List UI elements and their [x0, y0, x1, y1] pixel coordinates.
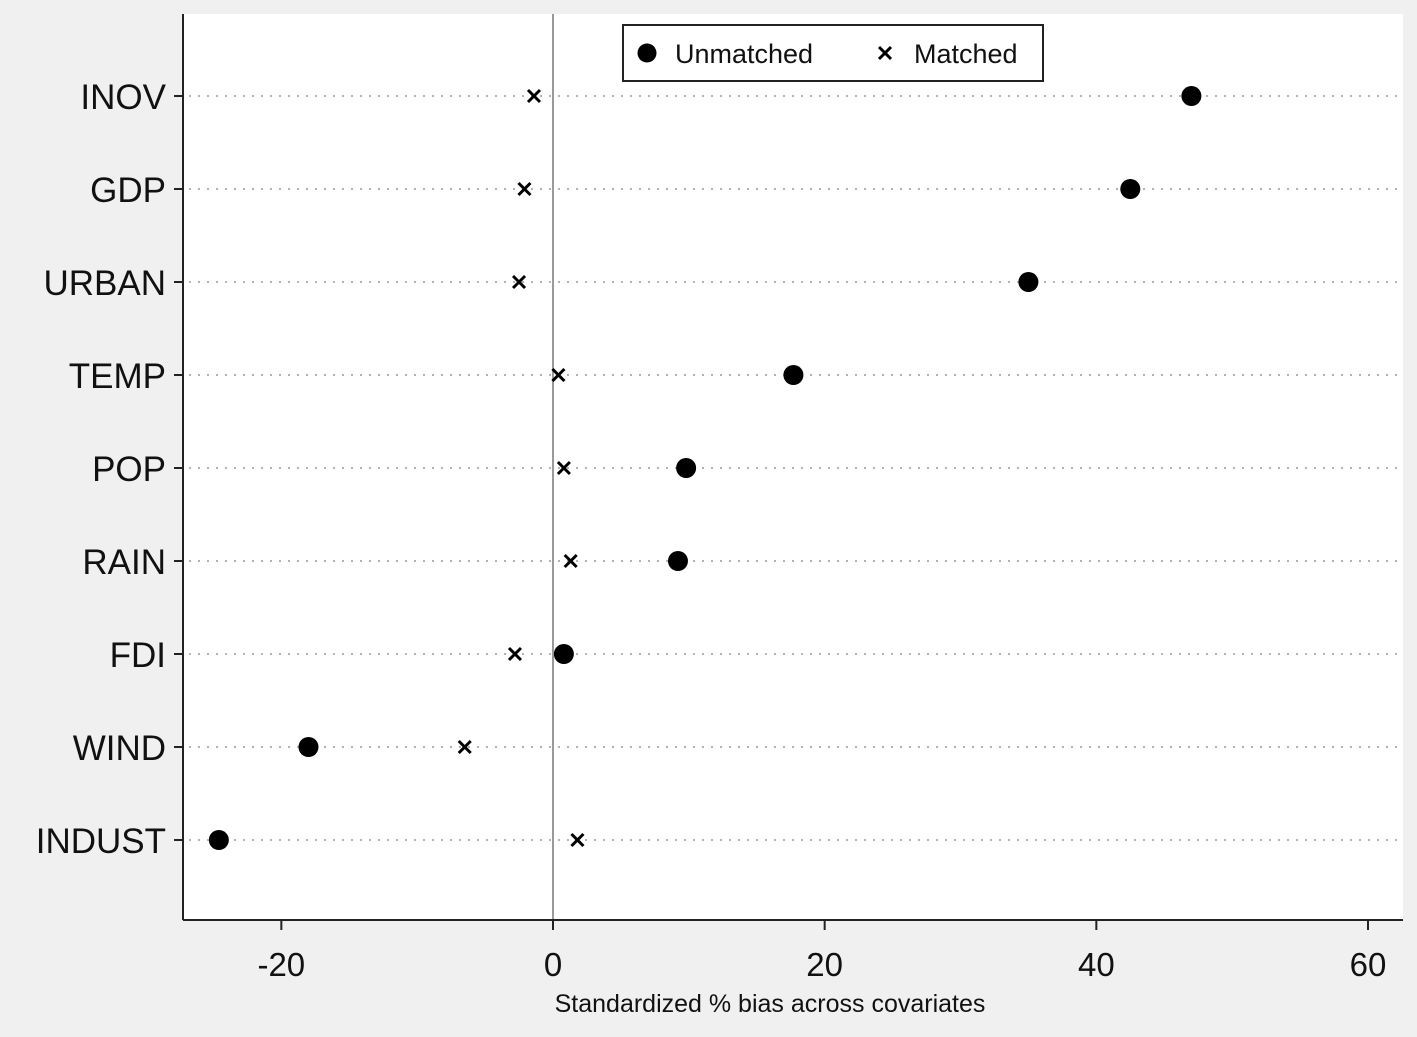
- matched-point-urban: [511, 274, 527, 290]
- unmatched-point-indust: [208, 830, 229, 850]
- y-label-fdi: FDI: [110, 636, 166, 675]
- y-label-indust: INDUST: [36, 822, 166, 861]
- legend: Unmatched Matched: [622, 24, 1044, 82]
- matched-point-fdi: [507, 646, 523, 662]
- x-tick-label: 0: [544, 946, 562, 983]
- unmatched-point-pop: [676, 458, 697, 478]
- y-label-temp: TEMP: [69, 357, 166, 396]
- matched-point-gdp: [517, 181, 532, 197]
- unmatched-point-wind: [298, 737, 319, 757]
- unmatched-point-rain: [667, 551, 688, 571]
- x-tick-label: -20: [257, 946, 305, 983]
- y-label-urban: URBAN: [43, 264, 166, 303]
- matched-point-inov: [526, 88, 542, 104]
- y-label-wind: WIND: [73, 729, 166, 768]
- legend-matched-label: Matched: [914, 39, 1018, 69]
- unmatched-point-gdp: [1120, 179, 1141, 199]
- y-label-rain: RAIN: [82, 543, 166, 582]
- x-axis-ticks: -20 0 20 40 60: [257, 920, 1386, 983]
- unmatched-point-inov: [1181, 86, 1202, 106]
- x-tick-label: 60: [1350, 946, 1387, 983]
- unmatched-point-temp: [783, 365, 804, 385]
- plot-background: [183, 14, 1403, 920]
- x-tick-label: 20: [806, 946, 843, 983]
- legend-unmatched-marker-icon: [637, 43, 657, 63]
- data-marks: [208, 86, 1202, 850]
- matched-point-indust: [570, 832, 585, 848]
- y-label-gdp: GDP: [90, 171, 166, 210]
- matched-point-rain: [563, 553, 578, 569]
- legend-unmatched-label: Unmatched: [675, 39, 813, 69]
- y-axis-category-labels: INOV GDP URBAN TEMP POP RAIN FDI WIND INDUST: [36, 78, 167, 861]
- legend-box: [622, 24, 1044, 82]
- y-label-inov: INOV: [80, 78, 166, 117]
- matched-point-wind: [457, 739, 472, 755]
- legend-matched-marker-icon: [877, 45, 893, 61]
- y-label-pop: POP: [92, 450, 166, 489]
- x-tick-label: 40: [1078, 946, 1115, 983]
- unmatched-point-urban: [1018, 272, 1039, 292]
- matched-point-temp: [551, 367, 566, 383]
- unmatched-point-fdi: [553, 644, 574, 664]
- matched-point-pop: [556, 460, 571, 476]
- x-axis-title: Standardized % bias across covariates: [555, 990, 986, 1018]
